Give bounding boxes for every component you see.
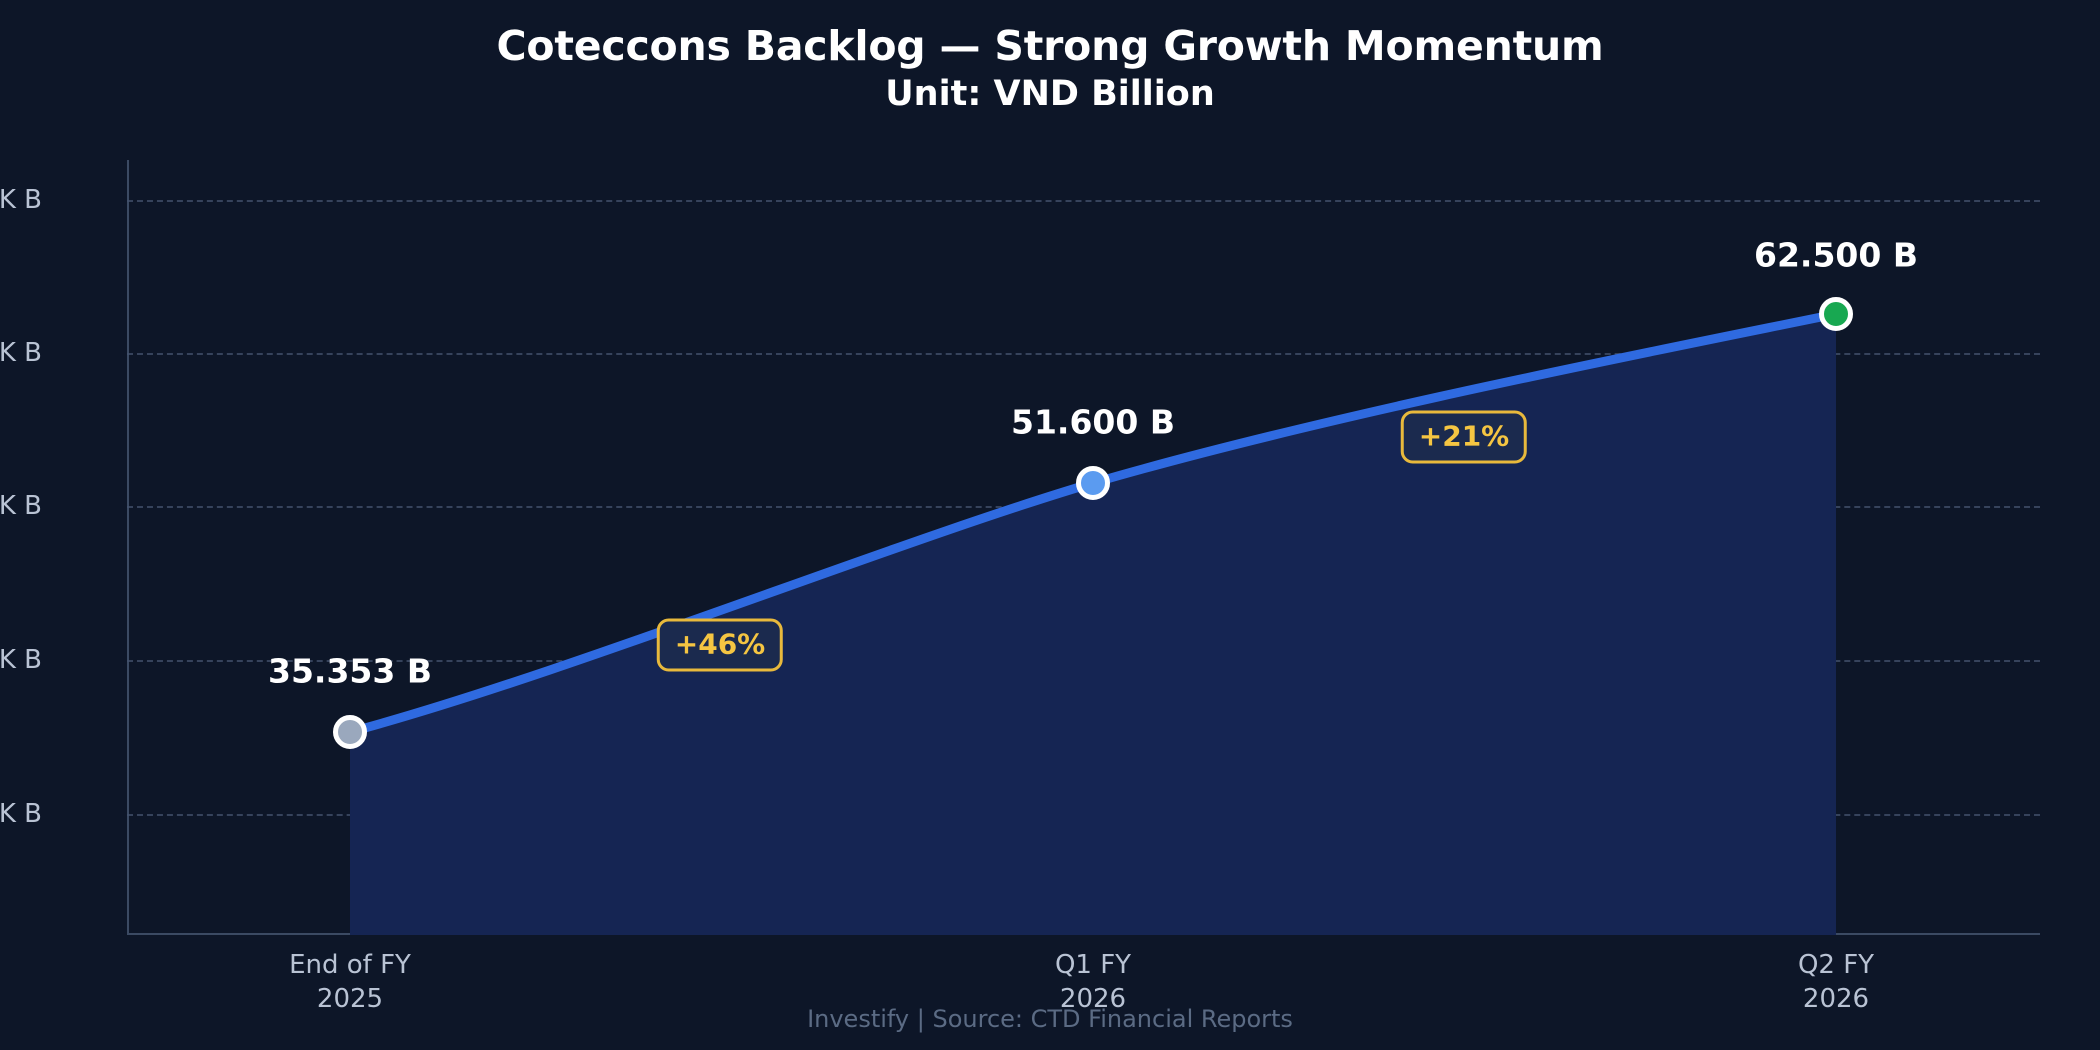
- y-tick-label-30k: 30K B: [0, 799, 42, 829]
- y-tick-label-40k: 40K B: [0, 645, 42, 675]
- growth-badge-21[interactable]: +21%: [1400, 410, 1528, 464]
- data-point-marker-1[interactable]: [333, 715, 367, 749]
- area-fill-path: [350, 314, 1836, 935]
- y-tick-label-70k: 70K B: [0, 185, 42, 215]
- x-tick-label-1: End of FY 2025: [170, 948, 530, 1017]
- y-axis-spine: [127, 160, 129, 935]
- growth-badge-46[interactable]: +46%: [656, 618, 784, 672]
- x-tick-label-1-line1: End of FY: [289, 950, 411, 980]
- data-point-label-2: 51.600 B: [1011, 402, 1175, 442]
- data-point-marker-2[interactable]: [1076, 466, 1110, 500]
- x-tick-label-1-line2: 2025: [316, 984, 384, 1015]
- y-tick-label-50k: 50K B: [0, 491, 42, 521]
- data-point-marker-3[interactable]: [1819, 297, 1853, 331]
- x-tick-label-2: Q1 FY 2026: [913, 948, 1273, 1017]
- x-tick-label-2-line2: 2026: [1059, 984, 1127, 1015]
- y-tick-label-60k: 60K B: [0, 338, 42, 368]
- data-point-label-1: 35.353 B: [268, 651, 432, 691]
- gridline-60k: [127, 353, 2040, 355]
- x-tick-label-3-line2: 2026: [1802, 984, 1870, 1015]
- chart-footer: Investify | Source: CTD Financial Report…: [807, 1005, 1293, 1033]
- data-point-label-3: 62.500 B: [1754, 235, 1918, 275]
- x-tick-label-3: Q2 FY 2026: [1656, 948, 2016, 1017]
- x-tick-label-2-line1: Q1 FY: [1054, 950, 1132, 980]
- x-tick-label-3-line1: Q2 FY: [1797, 950, 1875, 980]
- gridline-70k: [127, 200, 2040, 202]
